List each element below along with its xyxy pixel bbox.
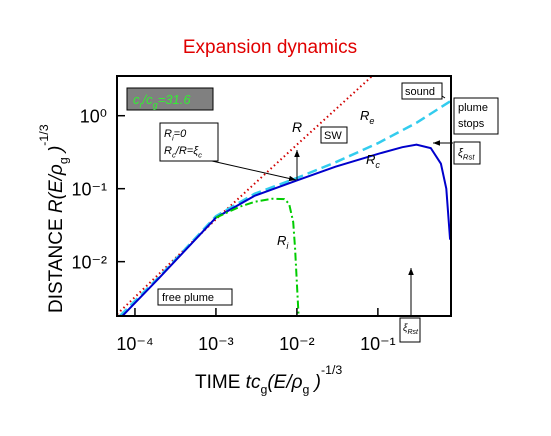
annotation-part: /c	[142, 92, 154, 107]
series-line	[215, 197, 300, 316]
annotation-part: c	[133, 92, 140, 107]
annotation-part: /R=ξ	[175, 145, 199, 157]
sound-box	[401, 82, 443, 100]
y-tick-label: 10⁻²	[71, 253, 107, 273]
annotation: free plume	[162, 292, 214, 304]
annotation-part: i	[172, 133, 174, 142]
free-plume-box	[157, 288, 233, 306]
x-tick-label: 10⁻¹	[360, 334, 396, 354]
annotation-part: Rst	[407, 329, 419, 336]
label-part: -1/3	[321, 363, 342, 377]
annotation-part: r	[140, 100, 144, 110]
annotation: sound	[405, 86, 435, 98]
annotation-part: R	[164, 128, 172, 140]
axis-label: TIME tcg(E/ρg )-1/3	[195, 363, 342, 397]
annotation: Re	[360, 108, 374, 126]
annotation: ξRst	[458, 147, 475, 161]
annotation-part: Rst	[463, 152, 475, 161]
annotation-part: R	[292, 119, 302, 135]
axis-label: DISTANCE R(E/ρg )-1/3	[37, 124, 71, 313]
label-part: g	[260, 383, 267, 397]
annotation-part: ξ	[403, 323, 408, 334]
y-tick-label: 10⁰	[80, 107, 107, 127]
y-tick-label: 10⁻¹	[71, 180, 107, 200]
condition-box	[159, 122, 219, 162]
plume-stops-box	[453, 97, 499, 135]
label-part: tc	[246, 372, 261, 393]
annotation-part: ξ	[458, 147, 464, 159]
annotation: plume	[458, 102, 488, 114]
annotation-part: R	[366, 152, 375, 167]
x-tick-label: 10⁻⁴	[116, 334, 153, 354]
xi-bottom-box	[399, 317, 421, 343]
ratio-box	[126, 87, 214, 111]
xi-box	[453, 141, 481, 165]
plot-frame	[116, 75, 452, 317]
label-part: (E/ρ	[267, 372, 302, 393]
annotation-part: SW	[324, 130, 342, 142]
annotation-part: =31.6	[158, 92, 192, 107]
label-part: -1/3	[37, 124, 51, 145]
annotation-part: sound	[405, 86, 435, 98]
annotation: stops	[458, 118, 485, 130]
sw-box	[320, 126, 348, 144]
annotation-part: e	[369, 116, 374, 126]
annotation: Rc/R=ξc	[164, 145, 202, 159]
label-part: DISTANCE	[46, 213, 67, 313]
annotation-part: R	[164, 145, 172, 157]
label-part: )	[309, 372, 321, 393]
annotation-part: plume	[458, 102, 488, 114]
label-part: TIME	[195, 372, 246, 393]
annotation: Ri	[277, 233, 289, 251]
chart-title: Expansion dynamics	[183, 37, 357, 58]
arrow	[211, 160, 297, 182]
annotation-part: c	[375, 160, 380, 170]
x-tick-label: 10⁻³	[198, 334, 234, 354]
arrow	[441, 95, 446, 99]
annotation-part: R	[277, 233, 286, 248]
annotation-part: g	[153, 100, 158, 110]
annotation-part: =0	[174, 128, 187, 140]
annotation: ξRst	[403, 323, 419, 336]
label-part: R(E/ρ	[46, 164, 67, 213]
annotation-part: i	[286, 241, 289, 251]
annotation: Rc	[366, 152, 380, 170]
annotation-part: R	[360, 108, 369, 123]
label-part: g	[303, 383, 310, 397]
x-tick-label: 10⁻²	[279, 334, 315, 354]
annotation: R	[292, 119, 302, 135]
annotation-part: c	[198, 150, 202, 159]
annotation: SW	[324, 130, 342, 142]
annotation-part: free plume	[162, 292, 214, 304]
annotation-part: stops	[458, 118, 485, 130]
label-part: )	[46, 146, 67, 158]
annotation: cr/cg=31.6	[133, 92, 191, 110]
annotation: Ri=0	[164, 128, 187, 142]
label-part: g	[57, 157, 71, 164]
series-line	[117, 76, 373, 316]
annotation-part: c	[172, 150, 176, 159]
plot-lines	[117, 76, 451, 316]
